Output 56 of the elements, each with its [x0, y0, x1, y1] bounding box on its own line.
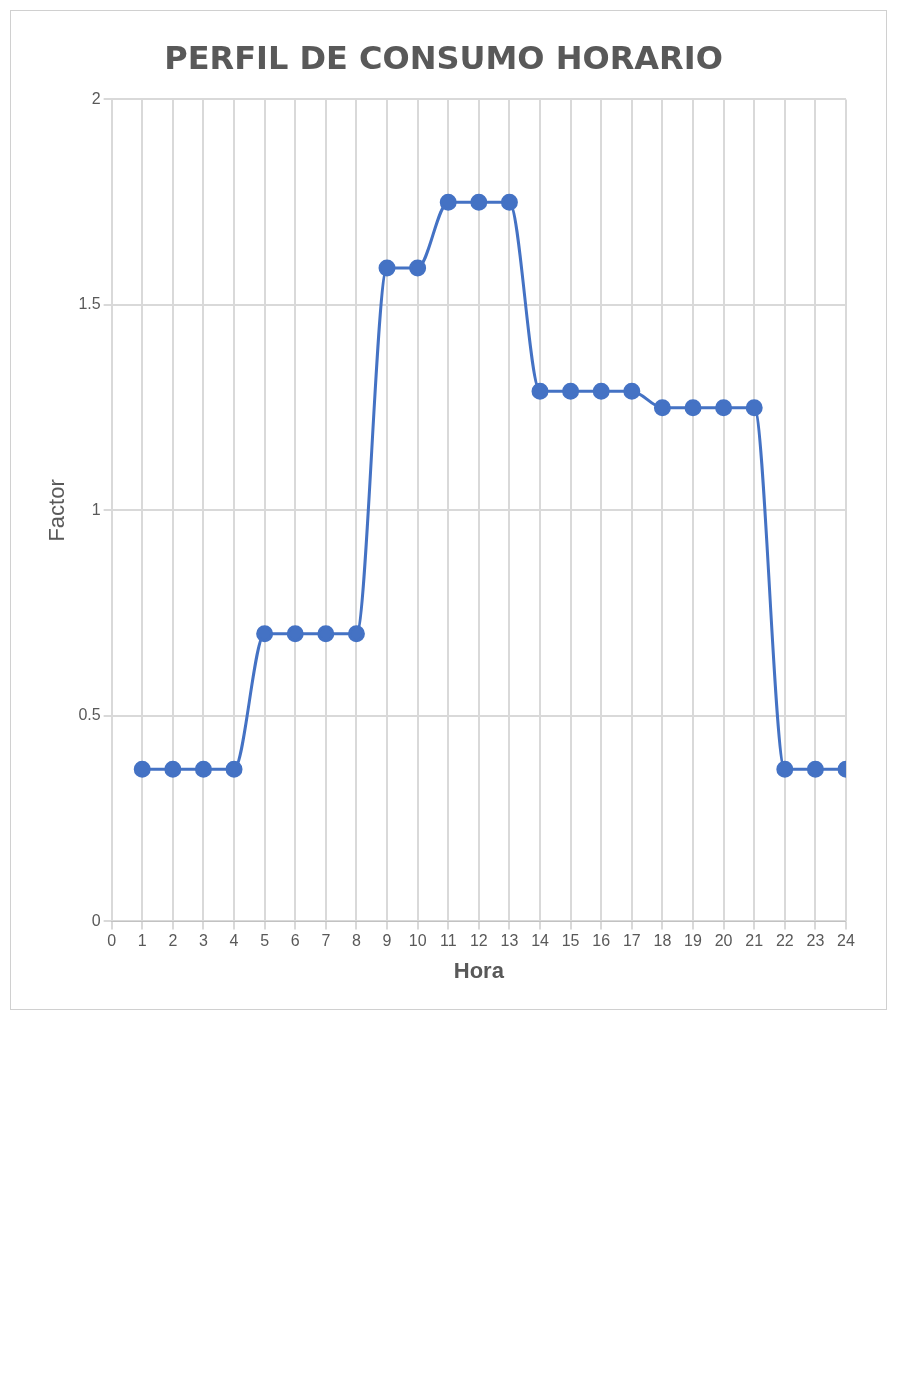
- x-tick-label: 15: [561, 932, 580, 950]
- x-tick-label: 23: [806, 932, 825, 950]
- y-tick-label: 1.5: [78, 295, 101, 313]
- y-tick-label: 0: [91, 911, 101, 929]
- x-tick-label: 18: [653, 932, 672, 950]
- x-tick-label: 5: [260, 932, 270, 950]
- point: [653, 399, 671, 417]
- x-tick-label: 21: [745, 932, 764, 950]
- point: [500, 193, 518, 211]
- point: [347, 625, 365, 643]
- point: [592, 382, 610, 400]
- y-tick-label: 1: [91, 500, 101, 518]
- x-tick-label: 13: [500, 932, 519, 950]
- x-tick-label: 22: [775, 932, 794, 950]
- point: [439, 193, 457, 211]
- x-tick-label: 0: [107, 932, 117, 950]
- chart-title: PERFIL DE CONSUMO HORARIO: [164, 38, 723, 77]
- point: [562, 382, 580, 400]
- point: [409, 259, 427, 277]
- y-tick-label: 0.5: [78, 706, 101, 724]
- x-tick-label: 17: [622, 932, 641, 950]
- y-axis-title: Factor: [44, 479, 70, 542]
- point: [317, 625, 335, 643]
- point: [745, 399, 763, 417]
- x-tick-label: 7: [321, 932, 331, 950]
- point: [531, 382, 549, 400]
- x-tick-label: 10: [408, 932, 427, 950]
- x-tick-label: 2: [168, 932, 178, 950]
- y-tick-label: 2: [91, 89, 101, 107]
- x-tick-label: 8: [351, 932, 361, 950]
- point: [194, 760, 212, 778]
- point: [776, 760, 794, 778]
- x-tick-label: 16: [592, 932, 611, 950]
- point: [164, 760, 182, 778]
- point: [133, 760, 151, 778]
- point: [256, 625, 274, 643]
- x-tick-label: 4: [229, 932, 239, 950]
- point: [470, 193, 488, 211]
- x-axis-title: Hora: [453, 957, 505, 983]
- point: [286, 625, 304, 643]
- x-tick-label: 1: [137, 932, 147, 950]
- x-tick-label: 24: [837, 932, 855, 950]
- point: [806, 760, 824, 778]
- x-tick-label: 14: [531, 932, 550, 950]
- point: [684, 399, 702, 417]
- x-tick-label: 19: [684, 932, 703, 950]
- x-tick-label: 11: [439, 932, 457, 950]
- point: [225, 760, 243, 778]
- x-tick-label: 12: [469, 932, 488, 950]
- point: [623, 382, 641, 400]
- x-tick-label: 20: [714, 932, 733, 950]
- x-tick-label: 9: [382, 932, 392, 950]
- x-tick-label: 3: [198, 932, 208, 950]
- point: [715, 399, 733, 417]
- point: [378, 259, 396, 277]
- x-tick-label: 6: [290, 932, 300, 950]
